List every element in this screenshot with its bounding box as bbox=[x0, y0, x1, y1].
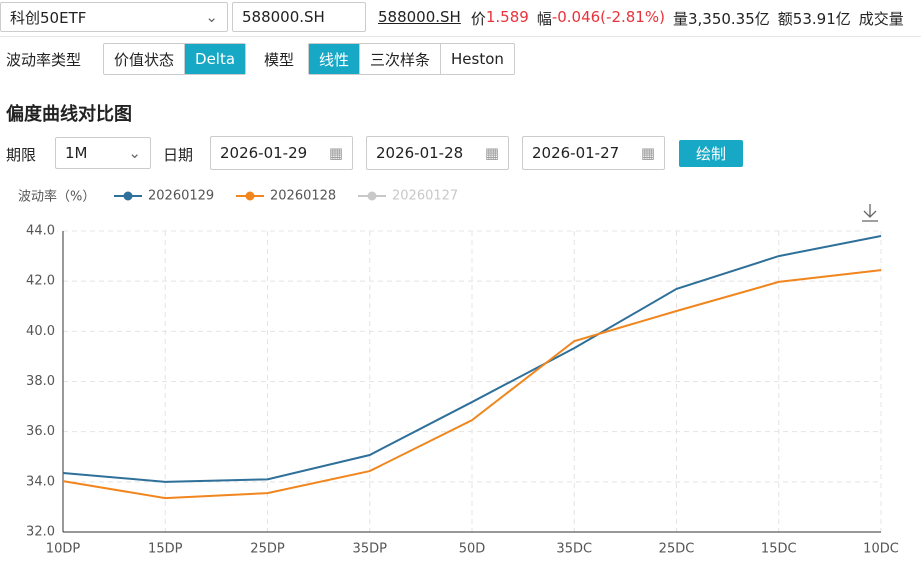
quote-label: 额 bbox=[777, 10, 793, 28]
term-label: 期限 bbox=[6, 146, 37, 164]
date-label: 日期 bbox=[163, 146, 194, 164]
date-text: 2026-01-27 bbox=[532, 144, 620, 162]
option-button[interactable]: Heston bbox=[451, 50, 504, 68]
x-tick-label: 35DC bbox=[556, 542, 592, 557]
series-line bbox=[62, 235, 882, 483]
vol-type-label: 波动率类型 bbox=[6, 51, 82, 69]
download-glyph bbox=[862, 204, 878, 222]
calendar-icon: ▦ bbox=[640, 144, 655, 162]
y-tick-label: 34.0 bbox=[26, 474, 55, 489]
term-text: 1M bbox=[65, 144, 88, 162]
option-button[interactable]: 三次样条 bbox=[360, 44, 442, 74]
quote-label: 幅 bbox=[536, 10, 552, 28]
chevron: ⌄ bbox=[205, 8, 218, 26]
y-axis-label: 波动率（%） bbox=[18, 189, 95, 205]
quote-label: 量 bbox=[672, 10, 688, 28]
x-tick-label: 25DP bbox=[250, 542, 285, 557]
quote-value: -0.046(-2.81%) bbox=[551, 8, 665, 26]
chevron: ⌄ bbox=[128, 144, 141, 162]
option-button[interactable]: Delta bbox=[185, 44, 246, 74]
vol-type-group: 价值状态 Delta bbox=[103, 43, 247, 75]
option-button[interactable]: 线性 bbox=[309, 44, 361, 74]
legend-dot bbox=[245, 191, 255, 201]
series-line bbox=[62, 269, 882, 500]
legend-label[interactable]: 20260129 bbox=[148, 189, 214, 204]
underlying-select[interactable]: 科创50ETF ⌄ bbox=[0, 2, 228, 32]
legend-dot bbox=[123, 191, 133, 201]
calendar-icon: ▦ bbox=[328, 144, 343, 162]
model-label: 模型 bbox=[264, 51, 295, 69]
code-input[interactable]: 588000.SH bbox=[232, 2, 366, 32]
y-tick-label: 44.0 bbox=[26, 224, 55, 239]
x-tick-label: 25DC bbox=[659, 542, 695, 557]
y-tick-label: 38.0 bbox=[26, 374, 55, 389]
y-tick-label: 40.0 bbox=[26, 324, 55, 339]
y-tick-label: 42.0 bbox=[26, 274, 55, 289]
legend-label[interactable]: 20260127 bbox=[392, 189, 458, 204]
term-select[interactable]: 1M ⌄ bbox=[55, 137, 151, 169]
date-text: 2026-01-28 bbox=[376, 144, 464, 162]
date-input[interactable]: 2026-01-28 ▦ bbox=[366, 136, 509, 170]
x-tick-label: 15DP bbox=[148, 542, 183, 557]
x-tick-label: 50D bbox=[459, 542, 486, 557]
section-title: 偏度曲线对比图 bbox=[6, 104, 132, 125]
quote-value: 3,350.35亿 bbox=[687, 10, 770, 28]
quote-value: 1.589 bbox=[485, 8, 529, 26]
legend-dot bbox=[367, 191, 377, 201]
quote-label: 成交量 bbox=[858, 10, 904, 28]
option-button[interactable]: 价值状态 bbox=[104, 44, 186, 74]
quote-value: 53.91亿 bbox=[792, 10, 851, 28]
divider bbox=[0, 36, 921, 37]
y-tick-label: 32.0 bbox=[26, 525, 55, 540]
y-tick-label: 36.0 bbox=[26, 424, 55, 439]
legend-label[interactable]: 20260128 bbox=[270, 189, 336, 204]
model-group: 线性 三次样条 Heston bbox=[308, 43, 515, 75]
quote-bar: 588000.SH 价 1.589 幅 -0.046(-2.81%) 量 3,350.35亿… bbox=[378, 8, 912, 29]
x-tick-label: 35DP bbox=[353, 542, 388, 557]
x-tick-label: 15DC bbox=[761, 542, 797, 557]
calendar-icon: ▦ bbox=[484, 144, 499, 162]
draw-button[interactable]: 绘制 bbox=[679, 140, 743, 167]
code-link[interactable]: 588000.SH bbox=[378, 8, 461, 26]
date-input[interactable]: 2026-01-27 ▦ bbox=[522, 136, 665, 170]
quote-label: 价 bbox=[470, 10, 486, 28]
date-text: 2026-01-29 bbox=[220, 144, 308, 162]
x-tick-label: 10DP bbox=[46, 542, 81, 557]
select-text: 科创50ETF bbox=[10, 8, 87, 27]
download-icon[interactable] bbox=[862, 204, 878, 222]
x-tick-label: 10DC bbox=[863, 542, 899, 557]
date-input[interactable]: 2026-01-29 ▦ bbox=[210, 136, 353, 170]
